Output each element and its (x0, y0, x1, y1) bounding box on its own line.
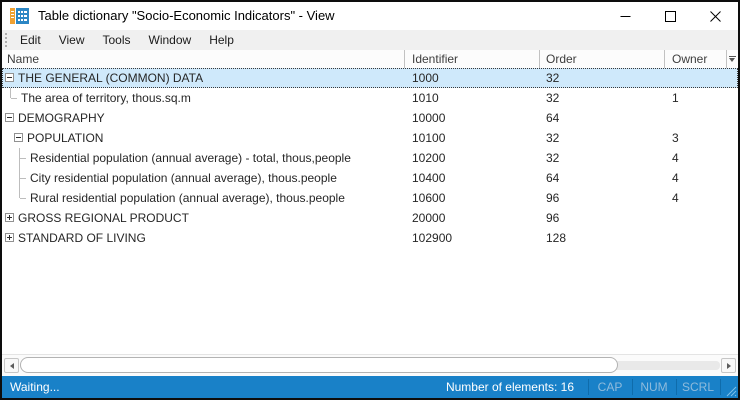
column-header-identifier[interactable]: Identifier (412, 52, 459, 66)
close-icon (710, 10, 721, 22)
table-row[interactable]: POPULATION 10100 32 3 (2, 128, 738, 148)
cell-name: DEMOGRAPHY (18, 111, 105, 125)
cell-order: 96 (546, 211, 560, 225)
column-header-owner[interactable]: Owner (672, 52, 708, 66)
cell-name: POPULATION (27, 131, 104, 145)
menu-item-window[interactable]: Window (148, 33, 192, 47)
status-separator (676, 379, 677, 395)
column-header-order[interactable]: Order (546, 52, 577, 66)
menu-item-help[interactable]: Help (209, 33, 234, 47)
menu-items: Edit View Tools Window Help (11, 30, 243, 50)
cell-identifier: 102900 (412, 231, 453, 245)
cell-owner: 4 (672, 191, 679, 205)
table-dictionary-icon (10, 8, 29, 24)
status-separator (720, 379, 721, 395)
cell-identifier: 20000 (412, 211, 446, 225)
cell-order: 32 (546, 151, 560, 165)
menu-grip[interactable] (5, 33, 7, 47)
table-row[interactable]: STANDARD OF LIVING 102900 128 (2, 228, 738, 248)
menu-item-tools[interactable]: Tools (102, 33, 131, 47)
column-chooser-icon (729, 56, 736, 57)
menu-item-view[interactable]: View (58, 33, 85, 47)
column-header-name[interactable]: Name (7, 52, 40, 66)
cell-name: City residential population (annual aver… (30, 171, 337, 185)
column-separator (664, 50, 665, 68)
cell-identifier: 1000 (412, 71, 439, 85)
menu-item-edit[interactable]: Edit (20, 33, 41, 47)
collapse-icon[interactable] (5, 113, 14, 122)
cell-identifier: 10100 (412, 131, 446, 145)
grid-header: Name Identifier Order Owner (2, 50, 738, 68)
cell-order: 96 (546, 191, 560, 205)
collapse-icon[interactable] (14, 133, 23, 142)
indicator-scrl: SCRL (681, 380, 714, 394)
arrow-left-icon (9, 362, 14, 369)
elements-count: Number of elements: 16 (445, 380, 574, 394)
status-bar: Waiting... Number of elements: 16 CAP NUM… (2, 376, 738, 398)
cell-name: GROSS REGIONAL PRODUCT (18, 211, 189, 225)
tree-connector (19, 148, 27, 168)
maximize-button[interactable] (648, 2, 693, 30)
cell-owner: 4 (672, 151, 679, 165)
cell-identifier: 10200 (412, 151, 446, 165)
arrow-right-icon (726, 362, 731, 369)
scrollbar-thumb[interactable] (20, 357, 618, 373)
cell-order: 128 (546, 231, 567, 245)
cell-order: 64 (546, 171, 560, 185)
cell-name: Residential population (annual average) … (30, 151, 351, 165)
table-row[interactable]: GROSS REGIONAL PRODUCT 20000 96 (2, 208, 738, 228)
cell-order: 64 (546, 111, 560, 125)
indicator-num: NUM (640, 380, 668, 394)
cell-owner: 1 (672, 91, 679, 105)
window-title: Table dictionary "Socio-Economic Indicat… (38, 8, 335, 23)
table-row[interactable]: Residential population (annual average) … (2, 148, 738, 168)
expand-icon[interactable] (5, 213, 14, 222)
scroll-right-button[interactable] (721, 358, 736, 373)
cell-identifier: 1010 (412, 91, 439, 105)
minimize-icon (620, 15, 631, 17)
cell-order: 32 (546, 71, 560, 85)
table-row[interactable]: THE GENERAL (COMMON) DATA 1000 32 (2, 68, 738, 88)
tree-list: THE GENERAL (COMMON) DATA 1000 32 The area … (2, 68, 738, 248)
cell-identifier: 10600 (412, 191, 446, 205)
status-message: Waiting... (10, 380, 60, 394)
column-separator (404, 50, 405, 68)
cell-owner: 3 (672, 131, 679, 145)
table-row[interactable]: Rural residential population (annual ave… (2, 188, 738, 208)
close-button[interactable] (693, 2, 738, 30)
chevron-down-icon (729, 58, 735, 62)
title-bar: Table dictionary "Socio-Economic Indicat… (2, 2, 738, 30)
tree-connector (19, 168, 27, 188)
cell-name: STANDARD OF LIVING (18, 231, 146, 245)
tree-connector (19, 188, 27, 208)
table-row[interactable]: DEMOGRAPHY 10000 64 (2, 108, 738, 128)
minimize-button[interactable] (603, 2, 648, 30)
cell-identifier: 10000 (412, 111, 446, 125)
cell-order: 32 (546, 91, 560, 105)
expand-icon[interactable] (5, 233, 14, 242)
cell-name: Rural residential population (annual ave… (30, 191, 345, 205)
cell-identifier: 10400 (412, 171, 446, 185)
resize-grip-icon[interactable] (724, 384, 737, 397)
status-separator (632, 379, 633, 395)
cell-owner: 4 (672, 171, 679, 185)
maximize-icon (665, 10, 676, 22)
horizontal-scrollbar[interactable] (2, 354, 738, 376)
collapse-icon[interactable] (5, 73, 14, 82)
cell-order: 32 (546, 131, 560, 145)
menu-bar: Edit View Tools Window Help (2, 30, 738, 50)
column-separator (726, 50, 727, 68)
table-row[interactable]: The area of territory, thous.sq.m 1010 32 1 (2, 88, 738, 108)
status-separator (588, 379, 589, 395)
scroll-left-button[interactable] (4, 358, 19, 373)
cell-name: THE GENERAL (COMMON) DATA (18, 71, 204, 85)
tree-connector (10, 88, 18, 108)
indicator-cap: CAP (597, 380, 623, 394)
cell-name: The area of territory, thous.sq.m (21, 91, 191, 105)
column-chooser-button[interactable] (727, 50, 738, 68)
column-separator (539, 50, 540, 68)
table-row[interactable]: City residential population (annual aver… (2, 168, 738, 188)
